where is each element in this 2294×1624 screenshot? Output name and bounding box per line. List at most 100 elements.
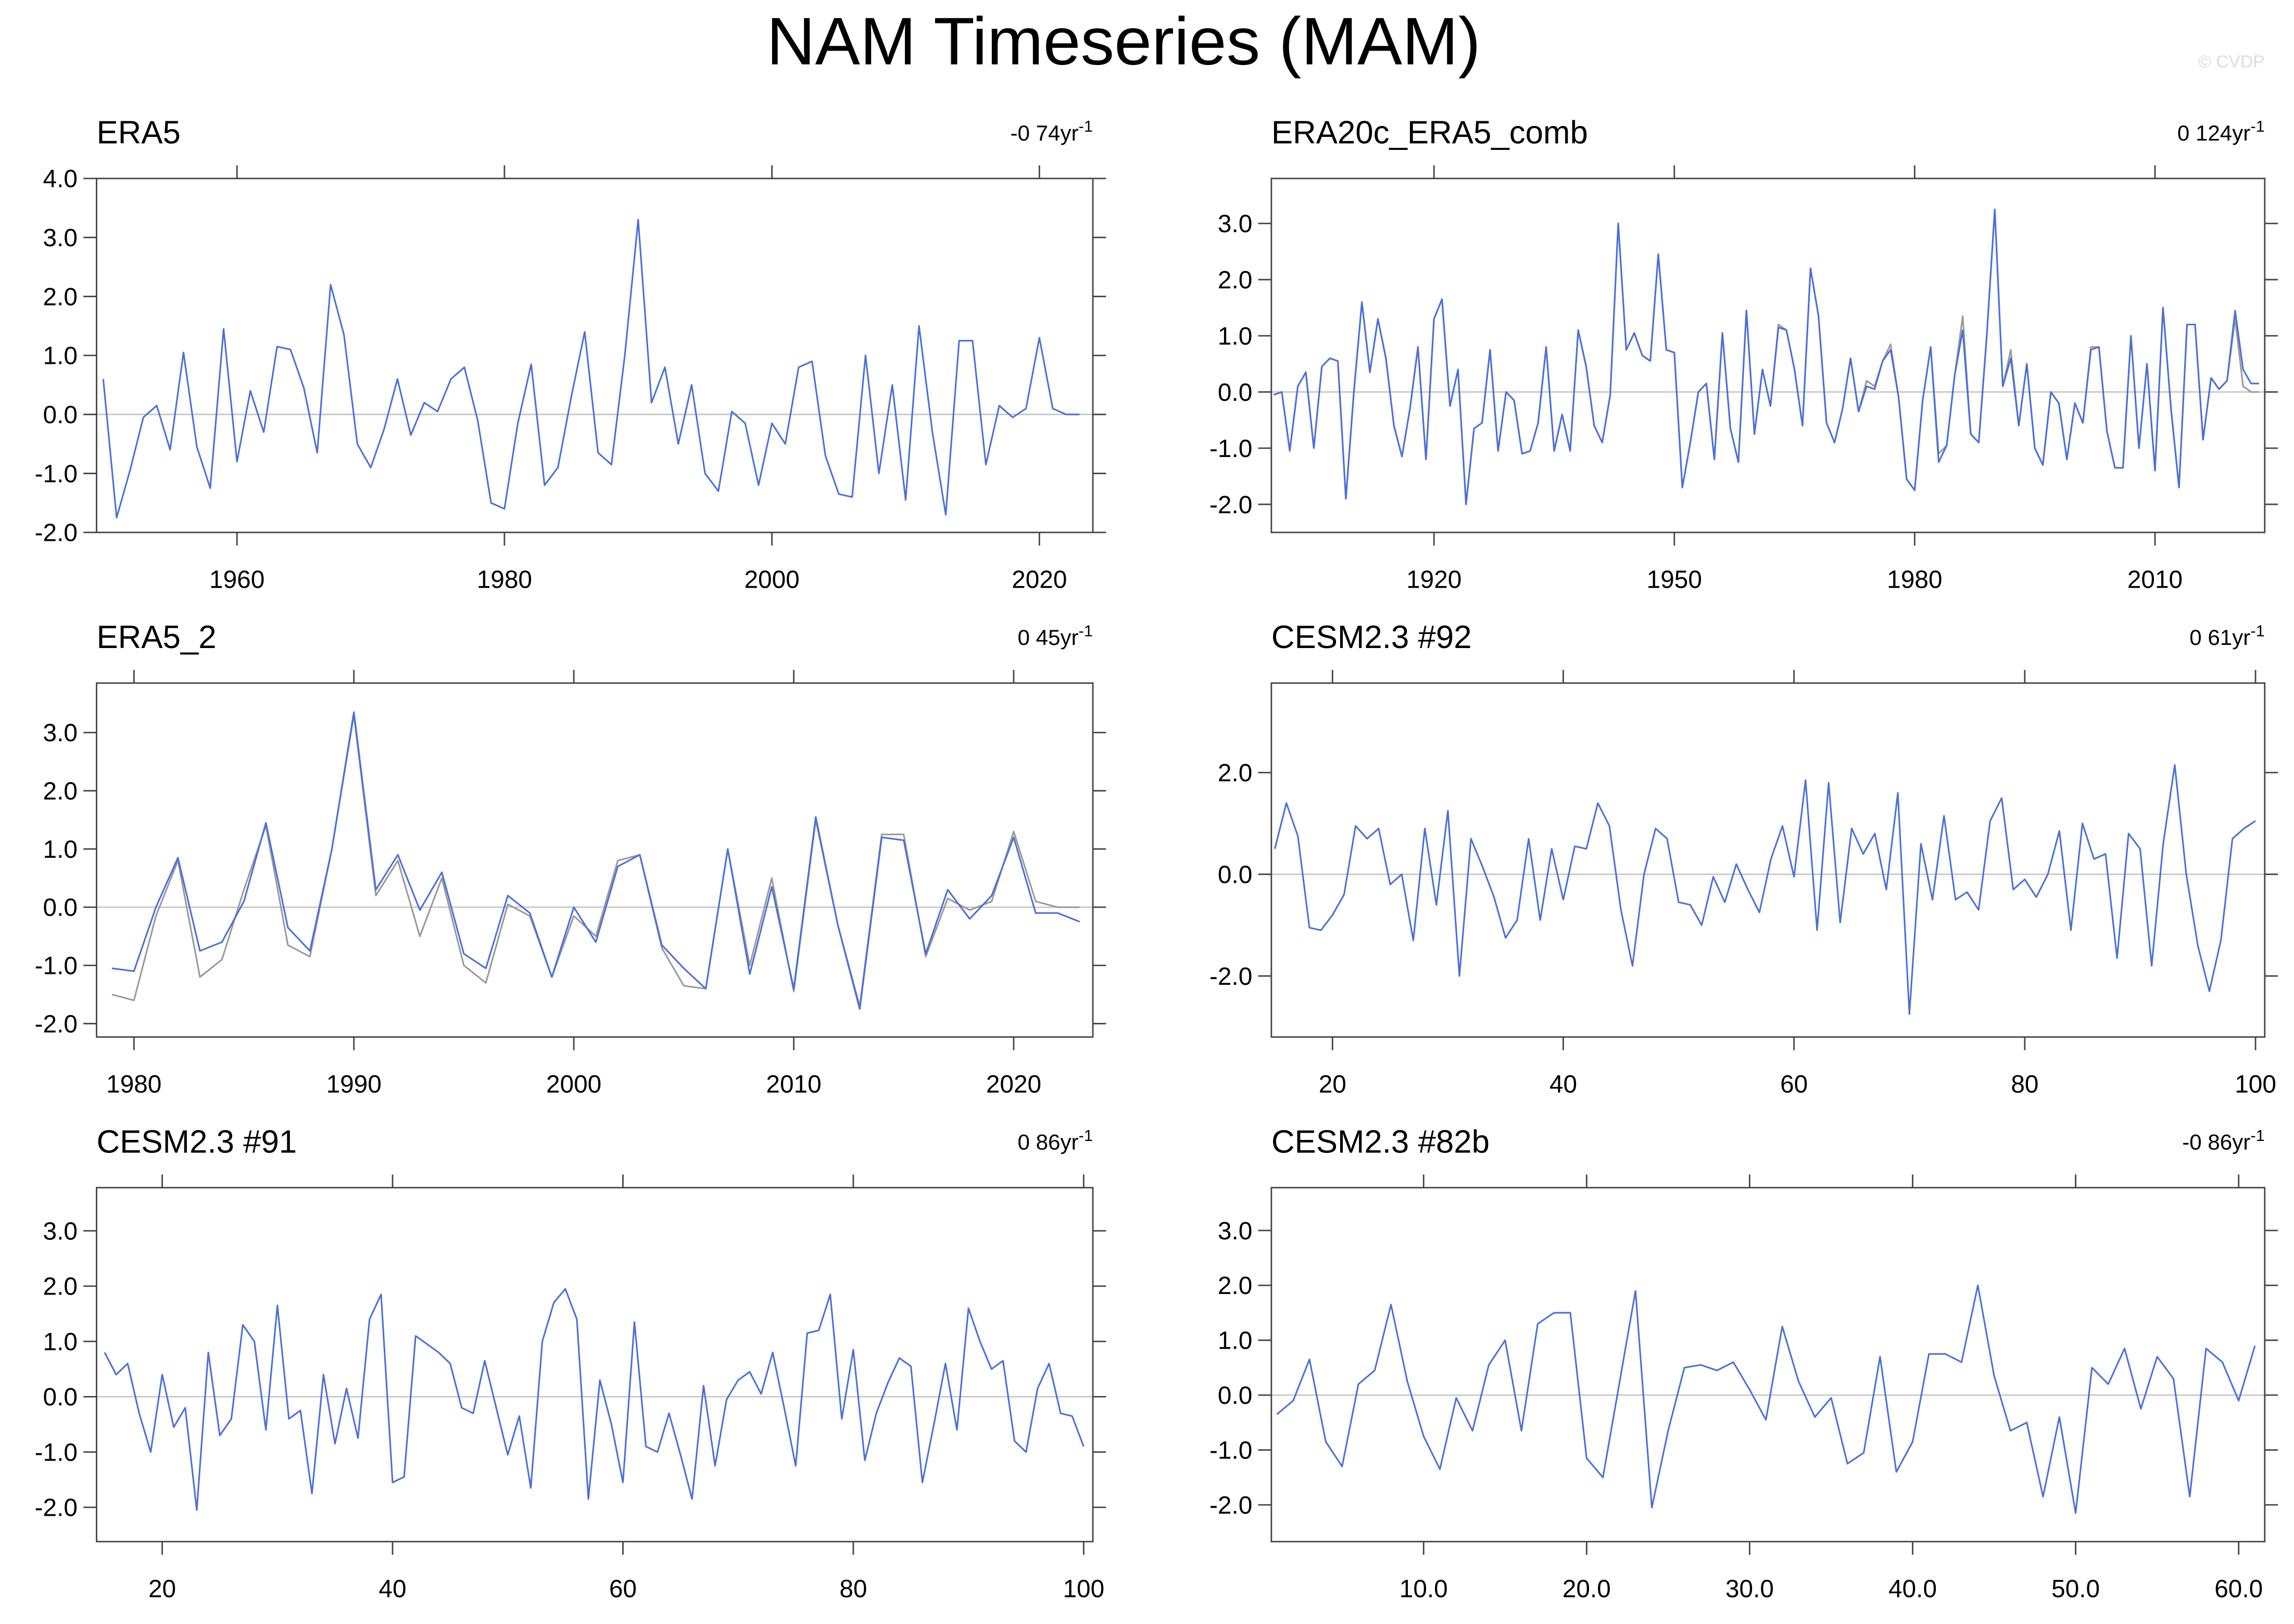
panel-title: ERA5_2 <box>96 619 216 655</box>
panel-title: CESM2.3 #82b <box>1271 1124 1490 1160</box>
panel: CESM2.3 #82b -0 86yr-1 -2.0 -1.0 0.0 1.0 2.0 3.… <box>1209 1124 2278 1603</box>
trend-text: -0 86yr <box>2182 1130 2250 1154</box>
y-tick-label: 0.0 <box>43 1384 78 1411</box>
x-tick-label: 60.0 <box>2214 1576 2263 1603</box>
y-tick-label: -2.0 <box>35 1010 78 1038</box>
y-tick-label: 2.0 <box>43 1273 78 1301</box>
y-tick-label: 1.0 <box>43 836 78 864</box>
y-tick-label: 0.0 <box>43 401 78 429</box>
trend-superscript: -1 <box>2250 117 2264 135</box>
trend-annotation: 0 61yr-1 <box>2189 621 2265 650</box>
x-tick-label: 1950 <box>1647 566 1702 594</box>
trend-text: 0 61yr <box>2189 625 2250 650</box>
y-tick-label: -2.0 <box>1209 491 1252 519</box>
trend-superscript: -1 <box>1079 117 1093 135</box>
panel: CESM2.3 #91 0 86yr-1 -2.0 -1.0 0.0 1.0 2.0 3.0 2… <box>35 1124 1106 1603</box>
series-line <box>102 219 1080 519</box>
y-tick-label: 2.0 <box>43 778 78 805</box>
panel: ERA5_2 0 45yr-1 -2.0 -1.0 0.0 1.0 2.0 3.0 1980 19… <box>35 619 1106 1098</box>
y-tick-label: 2.0 <box>1218 759 1252 787</box>
y-tick-label: 3.0 <box>43 224 78 252</box>
y-tick-label: -2.0 <box>35 519 78 547</box>
trend-annotation: -0 86yr-1 <box>2182 1126 2265 1154</box>
panel: ERA20c_ERA5_comb 0 124yr-1 -2.0 -1.0 0.0 1.0 2… <box>1209 115 2278 594</box>
x-tick-label: 1960 <box>209 566 264 594</box>
y-tick-label: -2.0 <box>1209 1492 1252 1519</box>
series-line <box>1274 764 2256 1015</box>
x-tick-label: 30.0 <box>1725 1576 1774 1603</box>
x-tick-label: 2000 <box>546 1071 601 1098</box>
series-line <box>1276 1284 2256 1514</box>
trend-superscript: -1 <box>2250 621 2264 640</box>
x-tick-label: 2000 <box>744 566 799 594</box>
panel: ERA5 -0 74yr-1 -2.0 -1.0 0.0 1.0 2.0 3.0 4.0 1960… <box>35 115 1106 594</box>
y-tick-label: 0.0 <box>1218 379 1252 407</box>
x-tick-label: 100 <box>2235 1071 2276 1098</box>
trend-superscript: -1 <box>1079 1126 1093 1145</box>
panel-title: ERA5 <box>96 115 180 150</box>
y-tick-label: 1.0 <box>1218 1327 1252 1355</box>
x-tick-label: 40 <box>379 1576 406 1603</box>
main-title: NAM Timeseries (MAM) <box>766 4 1481 79</box>
x-tick-label: 10.0 <box>1400 1576 1448 1603</box>
x-tick-label: 1980 <box>477 566 532 594</box>
x-tick-label: 2010 <box>766 1071 821 1098</box>
y-tick-label: 1.0 <box>43 1328 78 1356</box>
x-tick-label: 20.0 <box>1562 1576 1611 1603</box>
x-tick-label: 80 <box>839 1576 867 1603</box>
trend-superscript: -1 <box>2250 1126 2264 1145</box>
trend-annotation: -0 74yr-1 <box>1010 117 1093 145</box>
x-tick-label: 1980 <box>106 1071 161 1098</box>
x-tick-label: 20 <box>148 1576 176 1603</box>
x-tick-label: 40 <box>1549 1071 1577 1098</box>
y-tick-label: 0.0 <box>1218 861 1252 889</box>
y-tick-label: 3.0 <box>1218 1217 1252 1245</box>
y-tick-label: -1.0 <box>35 460 78 488</box>
x-tick-label: 1990 <box>326 1071 382 1098</box>
x-tick-label: 40.0 <box>1888 1576 1937 1603</box>
y-tick-label: 2.0 <box>1218 1272 1252 1300</box>
y-tick-label: -1.0 <box>1209 1437 1252 1465</box>
y-tick-label: -1.0 <box>35 953 78 980</box>
y-tick-label: 2.0 <box>43 283 78 311</box>
x-tick-label: 50.0 <box>2051 1576 2100 1603</box>
x-tick-label: 2010 <box>2127 566 2183 594</box>
x-tick-label: 80 <box>2011 1071 2038 1098</box>
trend-annotation: 0 45yr-1 <box>1017 621 1093 650</box>
plot-frame <box>96 177 1094 534</box>
trend-text: 0 124yr <box>2177 121 2251 145</box>
y-tick-label: 1.0 <box>43 342 78 370</box>
x-tick-label: 1980 <box>1887 566 1942 594</box>
x-tick-label: 60 <box>1780 1071 1808 1098</box>
series-line <box>104 1288 1085 1511</box>
plot-frame <box>96 682 1094 1038</box>
x-tick-label: 60 <box>609 1576 637 1603</box>
panel-title: ERA20c_ERA5_comb <box>1271 115 1588 150</box>
y-tick-label: 3.0 <box>1218 210 1252 238</box>
plot-frame <box>1270 682 2266 1038</box>
x-tick-label: 1920 <box>1406 566 1461 594</box>
panel-title: CESM2.3 #91 <box>96 1124 297 1160</box>
y-tick-label: -1.0 <box>1209 435 1252 463</box>
trend-text: 0 45yr <box>1017 625 1078 650</box>
y-tick-label: 3.0 <box>43 1217 78 1245</box>
trend-superscript: -1 <box>1079 621 1093 640</box>
y-tick-label: 1.0 <box>1218 323 1252 350</box>
series-line <box>1273 208 2260 505</box>
y-tick-label: -1.0 <box>35 1439 78 1466</box>
plot-frame <box>96 1187 1094 1543</box>
trend-text: 0 86yr <box>1017 1130 1078 1154</box>
watermark: © CVDP <box>2198 52 2265 71</box>
y-tick-label: 0.0 <box>1218 1382 1252 1410</box>
y-tick-label: -2.0 <box>1209 963 1252 991</box>
trend-annotation: 0 124yr-1 <box>2177 117 2265 145</box>
x-tick-label: 2020 <box>986 1071 1041 1098</box>
x-tick-label: 100 <box>1063 1576 1104 1603</box>
series-line <box>111 711 1080 1010</box>
x-tick-label: 2020 <box>1012 566 1067 594</box>
x-tick-label: 20 <box>1319 1071 1346 1098</box>
trend-text: -0 74yr <box>1010 121 1078 145</box>
y-tick-label: 0.0 <box>43 894 78 922</box>
